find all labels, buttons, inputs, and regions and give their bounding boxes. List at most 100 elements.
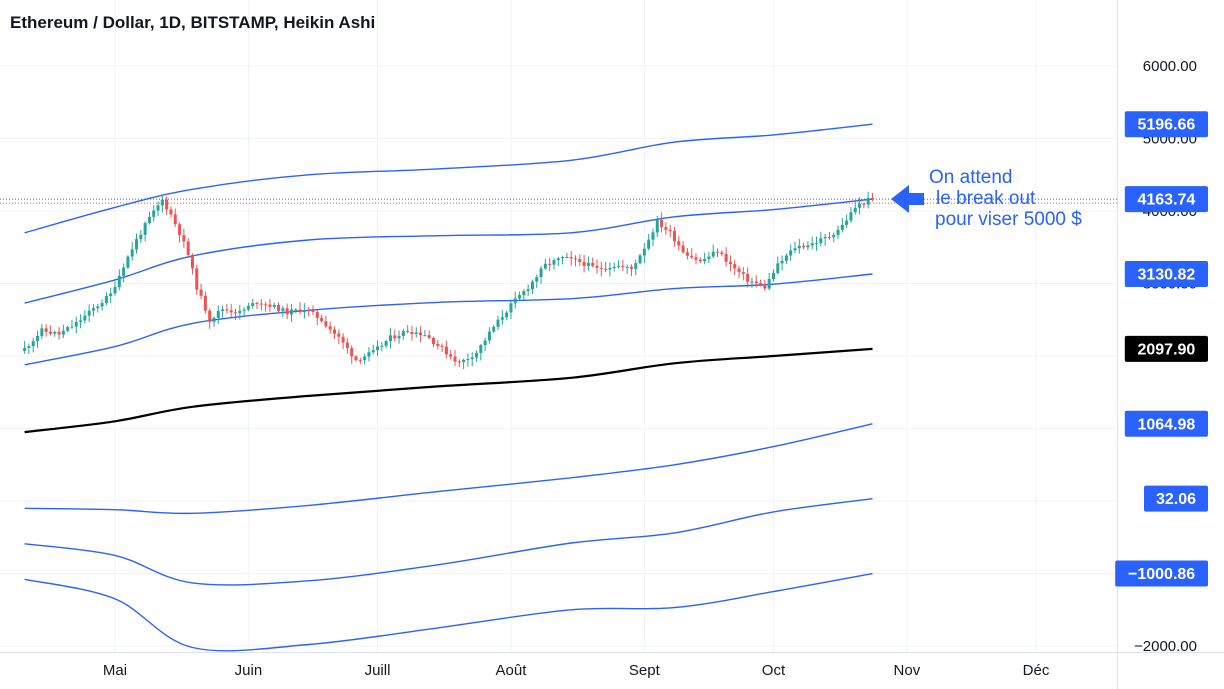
candle-body (104, 296, 108, 304)
arrow-left-icon (891, 185, 924, 213)
candle-body (328, 326, 332, 330)
candle-body (358, 360, 362, 362)
candle-body (233, 312, 238, 314)
candle-body (79, 320, 83, 322)
candle-body (401, 331, 405, 336)
price-badge (1124, 186, 1208, 213)
candle-body (27, 346, 31, 348)
candle-body (160, 199, 164, 206)
price-badge-label: 5196.66 (1137, 117, 1195, 134)
candle-body (746, 273, 750, 282)
candle-body (591, 262, 595, 266)
candle-body (277, 304, 281, 312)
candle-body (367, 352, 371, 357)
candle-body (668, 229, 672, 232)
candle-body (703, 259, 707, 262)
candle-body (186, 241, 190, 255)
candle-body (281, 308, 285, 312)
x-tick-label: Août (496, 662, 528, 679)
candle-body (324, 321, 328, 327)
candle-body (320, 317, 324, 322)
candle-body (126, 256, 130, 268)
candle-body (264, 304, 268, 306)
candle-body (565, 257, 569, 259)
candle-body (268, 304, 272, 307)
candle-body (543, 263, 547, 269)
candle-body (246, 306, 250, 310)
candle-body (513, 298, 517, 304)
candle-body (53, 331, 57, 334)
candle-body (548, 263, 552, 265)
candle-body (431, 338, 435, 344)
x-tick-label: Nov (894, 662, 921, 679)
candle-body (711, 251, 715, 257)
candle-body (629, 266, 633, 269)
candle-body (651, 232, 655, 240)
candle-body (341, 336, 345, 343)
candle-body (36, 335, 40, 342)
candle-body (716, 251, 720, 253)
x-tick-label: Juin (235, 662, 263, 679)
candle-body (66, 327, 70, 331)
candle-body (625, 266, 629, 268)
candle-body (522, 291, 526, 296)
price-badge (1115, 560, 1208, 587)
candle-body (23, 347, 27, 351)
candle-body (337, 333, 341, 337)
candle-body (57, 331, 61, 335)
candle-body (789, 250, 793, 256)
candle-body (720, 252, 724, 254)
candle-body (470, 357, 474, 359)
candle-body (849, 212, 853, 221)
candle-body (815, 243, 819, 245)
candle-body (87, 310, 91, 316)
candle-body (371, 350, 375, 353)
band-lower1 (24, 423, 873, 515)
candle-body (117, 275, 121, 288)
x-tick-label: Juill (365, 662, 391, 679)
candle-body (294, 309, 298, 311)
candle-body (642, 248, 646, 256)
price-badge (1124, 410, 1208, 437)
candle-body (354, 356, 358, 361)
candle-body (870, 197, 874, 199)
candle-body (208, 310, 212, 322)
candle-body (44, 328, 48, 332)
candle-body (496, 319, 500, 327)
candle-body (259, 303, 263, 305)
candle-body (135, 239, 139, 250)
candle-body (561, 257, 565, 259)
price-badge-label: 3130.82 (1137, 267, 1195, 284)
candle-body (858, 203, 862, 208)
candle-body (707, 256, 711, 260)
price-badges: 5196.66 4163.74 3130.82 2097.90 1064.98 32.06… (891, 111, 1208, 587)
candle-body (832, 234, 836, 238)
candle-body (578, 259, 582, 262)
y-tick-label: −2000.00 (1134, 638, 1197, 655)
candle-body (664, 227, 668, 230)
candle-body (156, 205, 160, 211)
candle-body (83, 315, 87, 321)
candle-body (143, 223, 147, 235)
candle-body (672, 231, 676, 242)
candle-body (535, 277, 539, 282)
candle-body (139, 234, 143, 240)
candle-body (376, 346, 380, 351)
band-mid (24, 347, 873, 434)
candle-body (866, 197, 870, 205)
candle-body (251, 303, 255, 307)
channel-bands (24, 123, 873, 652)
candle-body (363, 356, 367, 361)
candle-body (681, 245, 685, 253)
candle-body (109, 293, 113, 297)
candle-body (225, 309, 229, 311)
candle-body (440, 345, 444, 347)
time-axis: Mai Juin Juill Août Sept Oct Nov Déc (103, 662, 1050, 679)
candle-body (393, 335, 397, 339)
candle-body (444, 346, 448, 355)
candle-body (285, 308, 289, 315)
candle-body (190, 254, 194, 269)
candle-body (100, 303, 104, 307)
price-badge-label: −1000.86 (1128, 566, 1195, 583)
